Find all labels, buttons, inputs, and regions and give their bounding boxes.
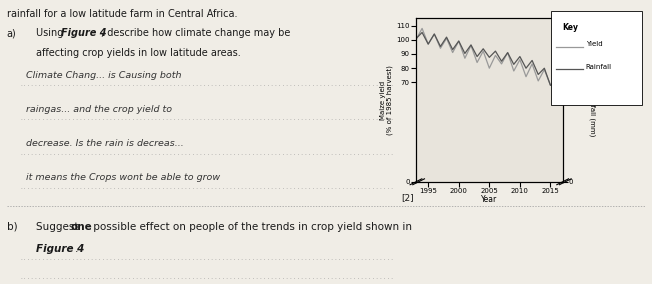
Text: Figure 4: Figure 4 — [36, 244, 84, 254]
Text: Key: Key — [562, 23, 578, 32]
Text: Rainfall: Rainfall — [585, 64, 612, 70]
Text: Climate Chang... is Causing both: Climate Chang... is Causing both — [26, 71, 181, 80]
Text: Suggest: Suggest — [36, 222, 82, 231]
Text: Using: Using — [36, 28, 67, 38]
Text: ................................................................................: ........................................… — [20, 151, 394, 156]
Y-axis label: Maize yield
(% of 1985 harvest): Maize yield (% of 1985 harvest) — [380, 65, 393, 135]
Text: possible effect on people of the trends in crop yield shown in: possible effect on people of the trends … — [90, 222, 415, 231]
Text: .: . — [75, 244, 78, 254]
Text: ................................................................................: ........................................… — [20, 275, 394, 281]
Text: affecting crop yields in low latitude areas.: affecting crop yields in low latitude ar… — [36, 48, 241, 58]
Text: decrease. Is the rain is decreas...: decrease. Is the rain is decreas... — [26, 139, 184, 148]
Text: Figure 4: Figure 4 — [61, 28, 106, 38]
Text: ................................................................................: ........................................… — [20, 256, 394, 261]
Text: [2]: [2] — [401, 193, 413, 202]
Text: rainfall for a low latitude farm in Central Africa.: rainfall for a low latitude farm in Cent… — [7, 9, 237, 18]
Text: Yield: Yield — [585, 41, 602, 47]
Text: a): a) — [7, 28, 16, 38]
Text: it means the Crops wont be able to grow: it means the Crops wont be able to grow — [26, 173, 220, 182]
Text: ................................................................................: ........................................… — [20, 116, 394, 122]
Text: , describe how climate change may be: , describe how climate change may be — [101, 28, 290, 38]
FancyBboxPatch shape — [551, 11, 642, 105]
Y-axis label: Annual rainfall (mm): Annual rainfall (mm) — [589, 64, 595, 136]
X-axis label: Year: Year — [481, 195, 497, 204]
Text: ................................................................................: ........................................… — [20, 185, 394, 190]
Text: raingas... and the crop yield to: raingas... and the crop yield to — [26, 105, 172, 114]
Text: one: one — [70, 222, 92, 231]
Text: ................................................................................: ........................................… — [20, 82, 394, 87]
Text: b): b) — [7, 222, 17, 231]
